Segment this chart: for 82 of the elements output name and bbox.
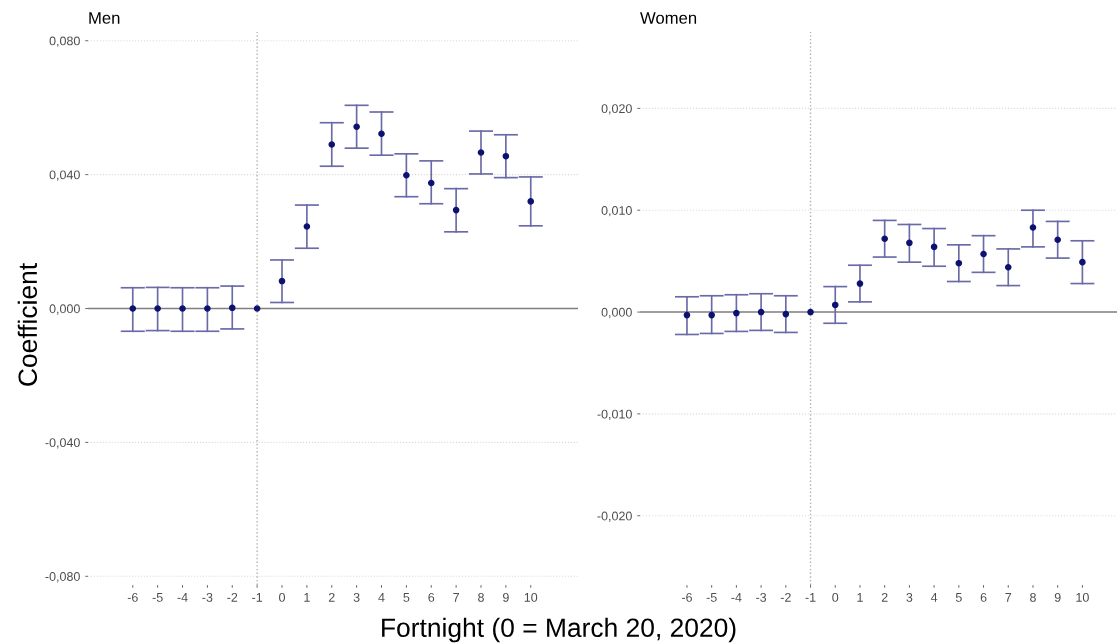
point [378,130,385,138]
point [831,301,839,309]
y-tick-label: -0,080 [45,572,80,583]
x-tick-label: 6 [428,592,435,602]
point [1004,263,1012,271]
x-tick-label: 1 [304,593,310,602]
point [1054,236,1061,244]
x-tick-label: 4 [378,593,385,602]
point [328,141,336,148]
x-tick-label: -2 [780,592,791,602]
point [757,308,765,316]
point [980,250,987,258]
chart-title: Women [640,12,697,24]
x-tick-label: 7 [453,593,459,602]
point [228,304,236,312]
point [807,308,814,316]
point [733,309,740,317]
point [881,235,888,243]
x-tick-label: -2 [227,592,238,602]
point [452,206,460,214]
y-tick-label: -0,040 [45,438,80,449]
point [477,149,485,156]
chart-title: Men [89,12,120,24]
x-tick-label: -3 [202,592,213,602]
x-axis-title: Fortnight (0 = March 20, 2020) [382,617,736,643]
x-tick-label: 0 [832,592,839,602]
point [278,277,286,285]
point [708,311,715,319]
point [906,239,913,247]
y-tick-label: 0,000 [49,304,80,315]
x-tick-label: 2 [328,592,335,602]
point [527,198,535,205]
point [129,305,137,312]
x-tick-label: 9 [1054,592,1061,602]
y-tick-label: 0,000 [601,307,632,319]
point [856,280,864,287]
x-tick-label: 8 [478,592,484,602]
x-tick-label: 1 [857,593,863,602]
point [955,259,963,267]
x-tick-label: 3 [906,592,913,602]
point [204,305,211,312]
x-tick-label: -6 [127,592,138,602]
point [403,171,410,179]
y-tick-label: 0,080 [49,36,80,47]
x-tick-label: 6 [980,592,987,602]
x-tick-label: 10 [524,592,538,602]
x-tick-label: -5 [152,593,163,602]
y-tick-label: -0,020 [597,511,632,522]
point [1079,258,1086,266]
x-tick-label: -6 [681,592,692,602]
x-tick-label: 5 [955,593,962,602]
point [502,152,510,160]
point [154,305,161,312]
x-tick-label: 3 [353,592,360,602]
x-tick-label: 2 [881,592,888,602]
point [353,123,360,131]
point [683,311,691,319]
x-tick-label: 0 [279,592,285,602]
x-tick-label: 4 [930,593,938,602]
y-tick-label: 0,020 [601,104,632,115]
y-tick-label: 0,040 [49,170,80,181]
point [253,305,261,312]
x-tick-label: -1 [252,593,263,602]
y-tick-label: -0,010 [597,409,632,421]
point [782,310,790,318]
x-tick-label: -4 [731,593,742,602]
x-tick-label: 10 [1076,592,1089,602]
x-tick-label: -3 [756,592,767,602]
x-tick-label: 7 [1005,593,1012,602]
x-tick-label: 8 [1030,592,1036,602]
y-axis-title: Coefficient [17,263,38,386]
x-tick-label: 9 [502,592,509,602]
point [427,179,435,187]
point [179,305,186,312]
x-tick-label: -5 [706,593,717,602]
point [930,243,938,251]
point [303,223,311,230]
x-tick-label: -4 [177,593,188,602]
y-tick-label: 0,010 [601,206,632,217]
x-tick-label: 5 [403,593,410,602]
x-tick-label: -1 [805,593,816,602]
point [1029,224,1037,231]
